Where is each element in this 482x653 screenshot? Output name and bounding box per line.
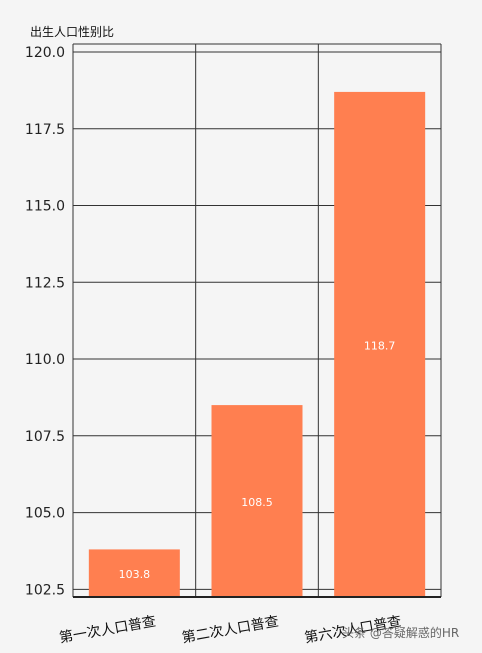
y-tick-label: 110.0	[25, 352, 65, 368]
bar	[334, 91, 426, 596]
watermark: 头条 @答疑解惑的HR	[342, 625, 459, 640]
y-tick-label: 120.0	[25, 45, 65, 61]
x-category-label: 第二次人口普查	[180, 613, 279, 647]
y-tick-label: 105.0	[25, 506, 65, 522]
bar	[88, 549, 180, 596]
bar-value-label: 108.5	[241, 496, 273, 509]
grid	[72, 43, 442, 598]
y-tick-label: 115.0	[25, 199, 65, 215]
bar-value-label: 103.8	[119, 568, 151, 581]
bar	[211, 405, 303, 596]
y-axis-ticks: 102.5 105.0 107.5 110.0 112.5 115.0 117.5 120.0	[25, 45, 65, 598]
y-tick-label: 117.5	[25, 122, 65, 138]
bar-value-label: 118.7	[364, 339, 396, 352]
y-tick-label: 102.5	[25, 582, 65, 598]
x-category-label: 第一次人口普查	[58, 613, 157, 647]
y-tick-label: 112.5	[25, 275, 65, 291]
y-tick-label: 107.5	[25, 429, 65, 445]
bars: 103.8 108.5 118.7	[88, 91, 426, 596]
y-axis-title: 出生人口性别比	[30, 25, 114, 39]
